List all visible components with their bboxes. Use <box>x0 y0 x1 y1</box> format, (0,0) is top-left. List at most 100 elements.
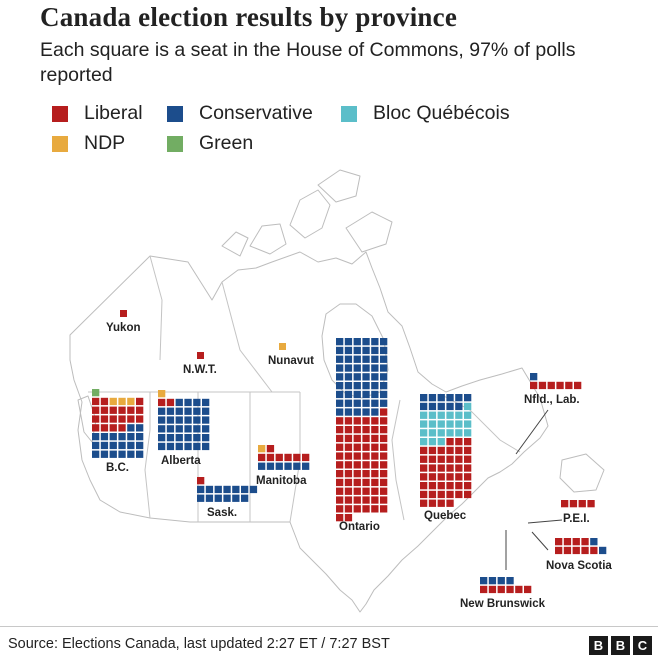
seat-square-conservative <box>380 373 388 381</box>
seat-square-conservative <box>92 441 100 450</box>
seat-square-liberal <box>293 453 301 462</box>
seat-square-conservative <box>118 441 126 450</box>
legend-swatch-ndp <box>52 135 68 152</box>
seat-square-liberal <box>344 487 353 495</box>
seat-square-liberal <box>428 490 437 499</box>
seat-square-conservative <box>420 402 428 411</box>
seat-square-conservative <box>241 494 249 502</box>
waffle-yukon <box>120 310 127 317</box>
seat-square-liberal <box>574 381 582 390</box>
seat-square-liberal <box>362 452 370 460</box>
seat-square-liberal <box>371 487 379 495</box>
seat-square-conservative <box>266 462 275 470</box>
source-note: Source: Elections Canada, last updated 2… <box>8 636 390 652</box>
seat-square-conservative <box>136 433 144 441</box>
seat-square-liberal <box>109 424 117 432</box>
seat-square-liberal <box>556 381 564 390</box>
seat-square-liberal <box>420 490 428 499</box>
border-quebec-labrador <box>439 393 521 453</box>
seat-square-liberal <box>275 453 283 462</box>
seat-square-liberal <box>420 473 428 481</box>
legend-item-green: Green <box>167 132 253 155</box>
waffle-quebec <box>420 394 472 507</box>
seat-square-liberal <box>344 478 353 487</box>
seat-square-liberal <box>547 381 555 390</box>
seat-square-liberal <box>587 500 595 508</box>
seat-square-conservative <box>380 355 388 363</box>
seat-square-liberal <box>569 500 578 508</box>
label-quebec: Quebec <box>424 510 467 522</box>
seat-square-conservative <box>158 425 166 433</box>
seat-square-liberal <box>127 415 135 423</box>
seat-square-liberal <box>380 443 388 451</box>
seat-square-conservative <box>293 462 301 470</box>
seat-square-conservative <box>344 373 353 381</box>
seat-square-conservative <box>202 434 210 442</box>
seat-square-green <box>92 389 100 397</box>
seat-square-conservative <box>353 373 361 381</box>
legend-item-conservative: Conservative <box>167 102 313 125</box>
legend-swatch-green <box>167 135 183 152</box>
border-nwt-nunavut <box>221 281 273 393</box>
seat-square-ndp <box>109 397 117 406</box>
seat-square-liberal <box>380 434 388 443</box>
label-nova-scotia: Nova Scotia <box>546 560 612 572</box>
seat-square-liberal <box>563 546 572 555</box>
chart-title: Canada election results by province <box>40 2 458 32</box>
seat-square-liberal <box>336 452 344 460</box>
seat-square-conservative <box>109 450 117 458</box>
seat-square-liberal <box>578 500 586 508</box>
seat-square-conservative <box>258 462 266 470</box>
seat-square-liberal <box>380 470 388 478</box>
seat-square-liberal <box>437 446 445 455</box>
seat-square-conservative <box>241 485 249 494</box>
seat-square-conservative <box>127 433 135 441</box>
seat-square-liberal <box>464 490 472 499</box>
seat-square-liberal <box>380 452 388 460</box>
seat-square-conservative <box>197 494 205 502</box>
seat-square-liberal <box>92 415 100 423</box>
seat-square-liberal <box>455 473 463 481</box>
seat-square-conservative <box>184 425 192 433</box>
legend-swatch-liberal <box>52 105 68 122</box>
seat-square-ndp <box>258 445 266 453</box>
seat-square-liberal <box>100 406 109 414</box>
seat-square-liberal <box>530 381 538 390</box>
seat-square-conservative <box>437 394 445 402</box>
seat-square-conservative <box>362 382 370 390</box>
seat-square-conservative <box>232 494 240 502</box>
seat-square-bloc-qu-b-cois <box>437 438 445 446</box>
seat-square-liberal <box>561 500 569 508</box>
label-manitoba: Manitoba <box>256 475 307 487</box>
seat-square-liberal <box>380 461 388 469</box>
seat-square-bloc-qu-b-cois <box>437 429 445 437</box>
seat-square-conservative <box>336 399 344 407</box>
seat-square-ndp <box>158 390 166 398</box>
seat-square-liberal <box>362 487 370 495</box>
seat-square-conservative <box>336 355 344 363</box>
seat-square-conservative <box>223 485 231 494</box>
seat-square-conservative <box>353 408 361 416</box>
seat-square-conservative <box>302 462 310 470</box>
seat-square-conservative <box>371 338 379 346</box>
seat-square-conservative <box>420 394 428 402</box>
seat-square-liberal <box>136 397 144 406</box>
seat-square-conservative <box>371 399 379 407</box>
waffle-nfld-lab <box>530 373 582 390</box>
seat-square-conservative <box>184 407 192 415</box>
seat-square-conservative <box>362 346 370 355</box>
seat-square-conservative <box>193 425 201 433</box>
seat-square-liberal <box>428 464 437 472</box>
legend-label-conservative: Conservative <box>199 102 313 124</box>
seat-square-liberal <box>437 490 445 499</box>
seat-square-bloc-qu-b-cois <box>446 420 454 428</box>
seat-square-liberal <box>344 514 353 522</box>
seat-square-bloc-qu-b-cois <box>437 411 445 419</box>
arctic-island-2 <box>317 169 361 203</box>
seat-square-liberal <box>336 417 344 425</box>
bbc-logo: B B C <box>589 636 652 655</box>
seat-square-liberal <box>353 505 361 513</box>
seat-square-conservative <box>371 390 379 399</box>
seat-square-liberal <box>380 505 388 513</box>
seat-square-liberal <box>555 538 563 546</box>
